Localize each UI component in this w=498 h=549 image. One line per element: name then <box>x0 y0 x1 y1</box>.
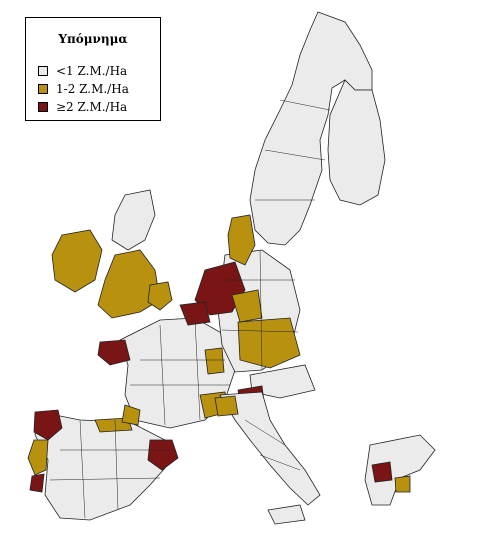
region-belgium <box>179 301 211 326</box>
region-sicily <box>267 504 306 525</box>
region-portugal-north <box>27 439 49 476</box>
british-isles <box>51 189 173 319</box>
region-galicia <box>33 409 63 441</box>
legend-item-medium: 1-2 Z.M./Ha <box>38 82 129 96</box>
region-east-anglia <box>147 281 173 311</box>
region-bretagne <box>97 339 131 366</box>
region-finland <box>327 79 386 206</box>
legend-swatch-high <box>38 102 48 112</box>
region-bavaria <box>237 317 301 369</box>
legend-item-high: ≥2 Z.M./Ha <box>38 100 127 114</box>
region-attica <box>394 475 411 493</box>
region-aquitaine <box>121 404 141 426</box>
region-portugal-centre <box>29 473 45 493</box>
region-netherlands <box>194 261 246 316</box>
region-denmark <box>227 214 256 266</box>
central-europe <box>179 214 316 413</box>
scandinavia <box>249 11 386 246</box>
region-scotland <box>111 189 156 251</box>
iberian-peninsula <box>27 409 179 521</box>
region-catalonia <box>147 439 179 471</box>
region-alsace <box>204 347 225 375</box>
region-england <box>97 249 161 319</box>
region-norway-sweden <box>249 11 373 246</box>
region-ireland <box>51 229 103 293</box>
legend-label-low: <1 Z.M./Ha <box>56 64 128 78</box>
legend-swatch-low <box>38 66 48 76</box>
legend-title: Υπόμνημα <box>58 32 128 46</box>
legend-item-low: <1 Z.M./Ha <box>38 64 127 78</box>
france <box>97 317 236 429</box>
legend-swatch-medium <box>38 84 48 94</box>
region-lower-saxony <box>231 289 263 323</box>
legend-label-high: ≥2 Z.M./Ha <box>56 100 128 114</box>
greece <box>364 434 436 506</box>
map-legend: Υπόμνημα <1 Z.M./Ha 1-2 Z.M./Ha ≥2 Z.M./… <box>25 17 161 121</box>
legend-label-medium: 1-2 Z.M./Ha <box>56 82 129 96</box>
region-thessaly <box>371 461 393 483</box>
region-lombardy <box>214 395 239 417</box>
region-borders <box>49 99 331 519</box>
